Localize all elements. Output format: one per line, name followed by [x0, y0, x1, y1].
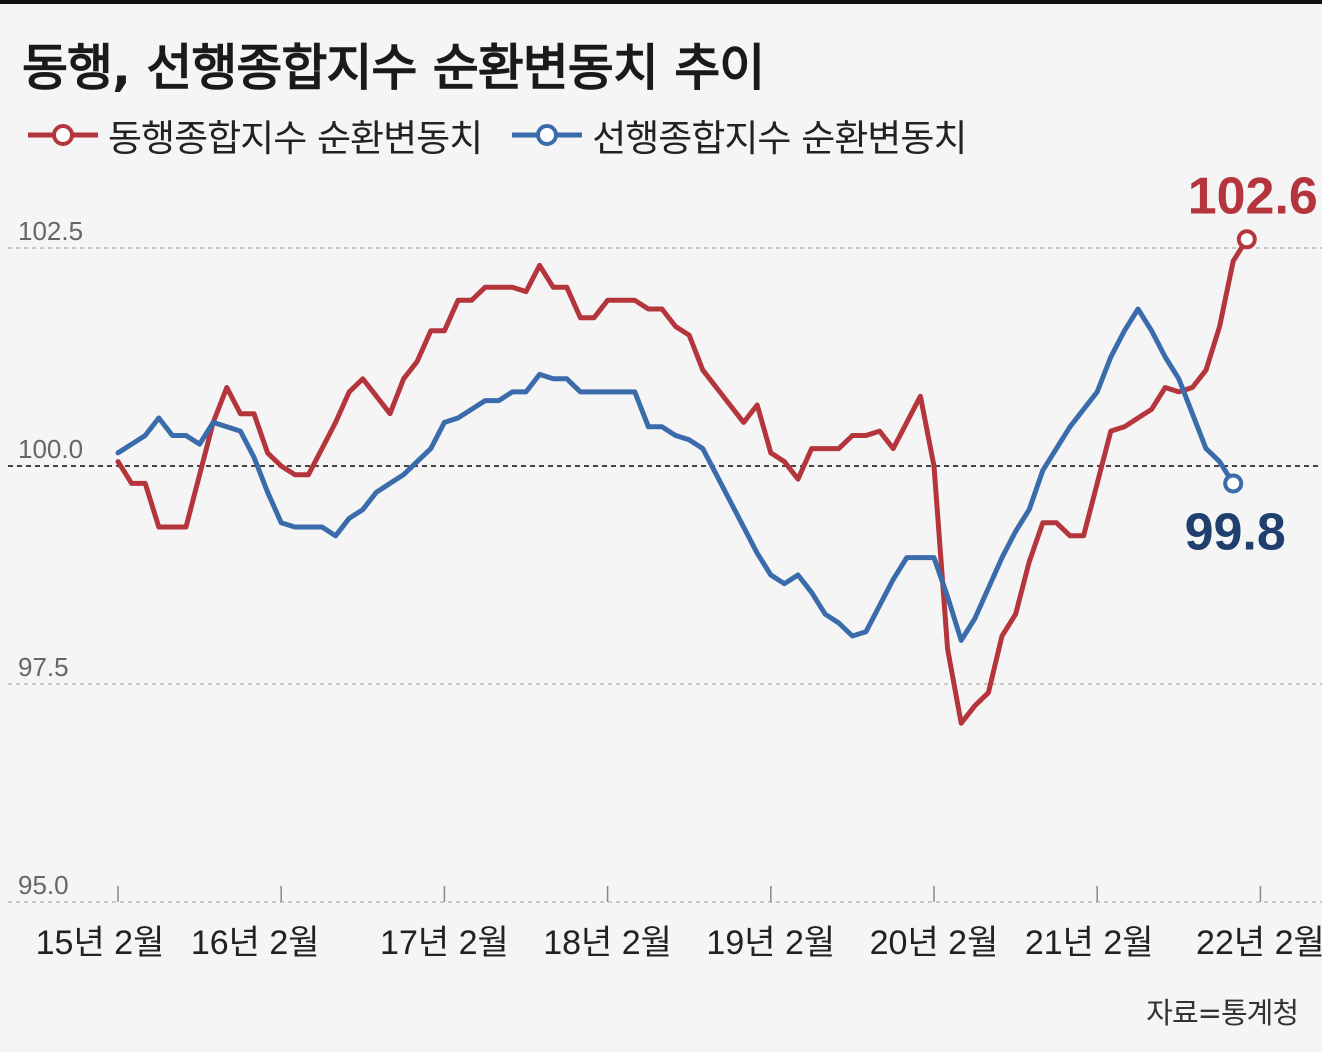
x-tick-label: 22년 2월: [1196, 924, 1322, 962]
series-line-0: [115, 236, 1250, 726]
top-rule: [0, 0, 1322, 4]
x-tick-label: 17년 2월: [380, 924, 509, 962]
chart-title: 동행, 선행종합지수 순환변동치 추이: [22, 39, 765, 97]
legend-swatch-coincident: [28, 124, 98, 146]
x-tick-label: 20년 2월: [870, 924, 999, 962]
x-tick-label: 21년 2월: [1025, 924, 1154, 962]
source-note: 자료=통계청: [1146, 996, 1299, 1030]
legend-swatch-leading: [512, 124, 583, 146]
x-tick-label: 15년 2월: [36, 924, 165, 962]
x-tick-label: 19년 2월: [706, 924, 835, 962]
legend-item-coincident: 동행종합지수 순환변동치: [26, 108, 483, 162]
y-tick-label: 95.0: [18, 870, 69, 900]
x-tick-label: 16년 2월: [191, 924, 320, 962]
legend-item-leading: 선행종합지수 순환변동치: [510, 108, 967, 162]
series-end-label-1: 99.8: [1185, 503, 1286, 561]
legend-label-coincident: 동행종합지수 순환변동치: [108, 117, 483, 160]
series-end-label-0: 102.6: [1188, 167, 1318, 225]
y-tick-label: 102.5: [18, 216, 83, 246]
y-tick-label: 97.5: [18, 652, 69, 682]
series-end-marker-1: [1223, 473, 1244, 494]
legend: 동행종합지수 순환변동치 선행종합지수 순환변동치: [26, 110, 994, 160]
series-line-1: [115, 306, 1236, 643]
y-tick-label: 100.0: [18, 434, 83, 464]
legend-label-leading: 선행종합지수 순환변동치: [592, 117, 967, 160]
x-tick-label: 18년 2월: [543, 924, 672, 962]
series-end-marker-0: [1236, 229, 1257, 250]
